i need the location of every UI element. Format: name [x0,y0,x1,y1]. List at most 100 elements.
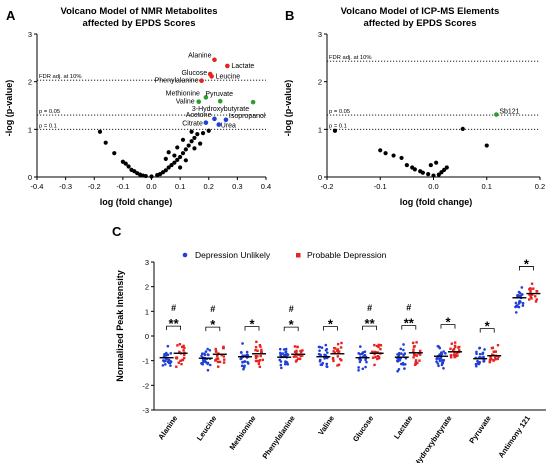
chart-b-point [412,167,417,172]
chart-c-point-unlikely [358,357,361,361]
chart-c-significance-mark: ** [169,316,180,331]
chart-c-point-probable [373,363,376,367]
chart-c-point-probable [413,353,416,357]
chart-c-point-unlikely [246,353,249,357]
chart-c-point-unlikely [436,362,440,365]
chart-c-point-probable [215,357,218,361]
chart-b-title-line1: Volcano Model of ICP-MS Elements [341,6,500,17]
chart-a-point-label: Alanine [188,53,211,60]
chart-a-point-label: Valine [176,99,195,106]
legend-label-probable: Probable Depression [307,250,387,260]
chart-c-point-unlikely [478,346,481,350]
volcano-plot-icpms: Volcano Model of ICP-MS Elements affecte… [283,6,545,207]
chart-a-ylabel: -log (p-value) [4,80,14,137]
chart-c-point-unlikely [359,345,362,348]
chart-c-point-unlikely [278,347,282,351]
chart-c-significance-mark: * [249,317,255,332]
chart-c-point-probable [412,348,415,351]
chart-a-point [186,143,191,148]
chart-c-point-unlikely [167,358,171,362]
chart-c-point-unlikely [515,304,518,308]
chart-c-point-unlikely [396,353,399,356]
chart-c-point-probable [222,345,225,349]
chart-c-point-probable [336,355,340,358]
chart-c-point-unlikely [402,343,405,346]
chart-a-x-tick-label: 0.4 [261,182,271,191]
chart-a-highlight-point [212,57,217,63]
chart-c-point-probable [217,365,220,368]
chart-c-point-probable [339,346,343,349]
chart-c-point-probable [414,361,417,364]
chart-c-point-probable [458,349,461,352]
chart-c-significance-mark: # [210,304,215,314]
chart-c-bracket [440,324,456,329]
panel-label-a: A [6,8,16,23]
chart-b-point [332,128,338,133]
chart-c-point-unlikely [241,361,244,364]
chart-c-point-unlikely [324,343,328,347]
chart-b-point [378,148,383,153]
chart-a-point [180,137,186,142]
chart-c-point-probable [532,287,535,290]
chart-c-point-unlikely [481,351,485,355]
chart-b-point [420,170,425,175]
chart-c-point-probable [492,359,495,362]
chart-c-y-tick-label: -3 [142,406,149,415]
chart-a-highlight-point [250,99,256,105]
chart-c-point-probable [530,282,534,285]
chart-c-significance-mark: # [171,303,176,313]
chart-c-bracket [244,326,260,331]
chart-c-point-unlikely [363,353,367,357]
chart-a-x-tick-label: -0.1 [116,182,129,191]
chart-c-point-unlikely [240,364,244,368]
chart-a-point [189,129,194,134]
chart-c-point-probable [454,345,457,349]
chart-c-point-probable [529,293,532,296]
chart-c-point-probable [220,353,223,357]
chart-c-point-probable [178,343,182,346]
chart-c-point-probable [375,344,379,348]
chart-c-point-probable [292,355,296,358]
chart-c-point-probable [256,349,259,352]
chart-a-point [183,158,188,163]
chart-c-point-unlikely [402,348,405,352]
chart-c-point-probable [181,345,184,349]
chart-c-y-tick-label: 1 [145,307,149,316]
chart-c-point-probable [259,345,262,348]
chart-c-ylabel: Normalized Peak Intensity [115,270,125,382]
chart-a-point [178,154,183,160]
chart-c-point-unlikely [517,305,521,309]
chart-a-point-label: Citrate [182,121,203,128]
chart-c-point-unlikely [318,349,321,352]
chart-c-point-unlikely [279,363,283,367]
chart-c-point-probable [337,350,341,353]
chart-c-point-unlikely [318,360,322,363]
chart-a-point-label: Glucose [181,70,207,77]
chart-c-point-probable [413,344,416,348]
chart-c-y-tick-label: 2 [145,283,149,292]
chart-c-point-probable [377,355,381,359]
chart-c-point-probable [296,357,300,360]
chart-c-point-probable [258,365,262,368]
chart-c-point-probable [254,346,258,349]
chart-c-y-tick-label: -1 [142,357,149,366]
chart-c-point-unlikely [169,352,173,355]
chart-a-threshold-label: p = 0.05 [39,109,60,115]
chart-c-point-probable [488,360,491,364]
chart-a-point [172,160,177,165]
chart-c-point-probable [497,355,500,358]
chart-c-point-unlikely [323,357,326,360]
chart-c-point-probable [214,359,218,362]
chart-c-point-probable [335,349,339,352]
chart-a-x-tick-label: 0.1 [175,182,185,191]
chart-c-point-unlikely [438,346,442,350]
chart-c-point-probable [336,348,340,351]
chart-c-point-probable [449,356,453,359]
chart-a-point-label: 3-Hydroxybutyrate [192,106,249,113]
chart-c-point-probable [333,346,336,350]
chart-c-significance-mark: ** [365,316,376,331]
chart-c-point-probable [373,352,376,356]
chart-c-point-probable [258,344,262,347]
chart-c-point-unlikely [243,364,246,368]
chart-c-point-probable [336,342,340,346]
